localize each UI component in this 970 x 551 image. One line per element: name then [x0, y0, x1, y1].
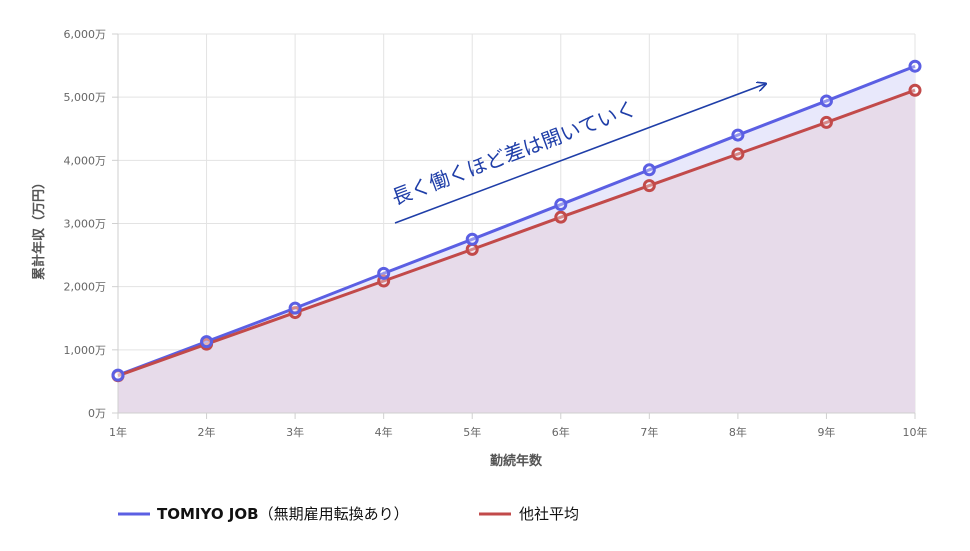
series-0-point [819, 94, 833, 108]
x-tick-label: 5年 [463, 425, 481, 439]
series-1-point [554, 210, 568, 224]
y-tick-label: 2,000万 [64, 281, 107, 294]
legend-label-tomiyo-suffix: （無期雇用転換あり） [259, 505, 409, 523]
series-1-point [642, 179, 656, 193]
y-tick-label: 5,000万 [64, 91, 107, 104]
series-1-point [731, 147, 745, 161]
annotation-arrow [394, 84, 765, 224]
y-tick-label: 3,000万 [64, 218, 107, 231]
series-0-point [465, 232, 479, 246]
series-1-point [465, 242, 479, 256]
x-tick-label: 1年 [109, 425, 127, 439]
x-tick-label: 6年 [552, 425, 570, 439]
x-tick-label: 8年 [729, 425, 747, 439]
series-0-point [642, 163, 656, 177]
series-0-point [288, 301, 302, 315]
y-tick-label: 0万 [88, 407, 106, 420]
series-0-point [200, 335, 214, 349]
x-tick-label: 9年 [817, 425, 835, 439]
y-tick-label: 1,000万 [64, 344, 107, 357]
y-tick-label: 6,000万 [64, 28, 107, 41]
series-1-area [118, 90, 915, 414]
y-axis-title: 累計年収（万円） [31, 176, 47, 280]
x-tick-label: 10年 [903, 425, 928, 439]
legend: TOMIYO JOB（無期雇用転換あり） 他社平均 [118, 505, 579, 523]
series-1-point [819, 115, 833, 129]
x-axis-title: 勤続年数 [490, 453, 543, 469]
x-tick-label: 2年 [198, 425, 216, 439]
series-1-point [908, 83, 922, 97]
series-0-point [554, 198, 568, 212]
series-1-line [117, 88, 916, 378]
x-tick-label: 3年 [286, 425, 304, 439]
series-0-point [111, 368, 125, 382]
legend-label-other: 他社平均 [519, 505, 579, 523]
series-0-point [908, 59, 922, 73]
x-tick-label: 4年 [375, 425, 393, 439]
series-0-point [377, 266, 391, 280]
series-0-line [117, 64, 916, 377]
x-tick-label: 7年 [640, 425, 658, 439]
legend-label-tomiyo-prefix: TOMIYO JOB [157, 505, 259, 523]
y-tick-label: 4,000万 [64, 154, 107, 167]
series-0-point [731, 128, 745, 142]
legend-label-tomiyo: TOMIYO JOB（無期雇用転換あり） [157, 505, 409, 523]
